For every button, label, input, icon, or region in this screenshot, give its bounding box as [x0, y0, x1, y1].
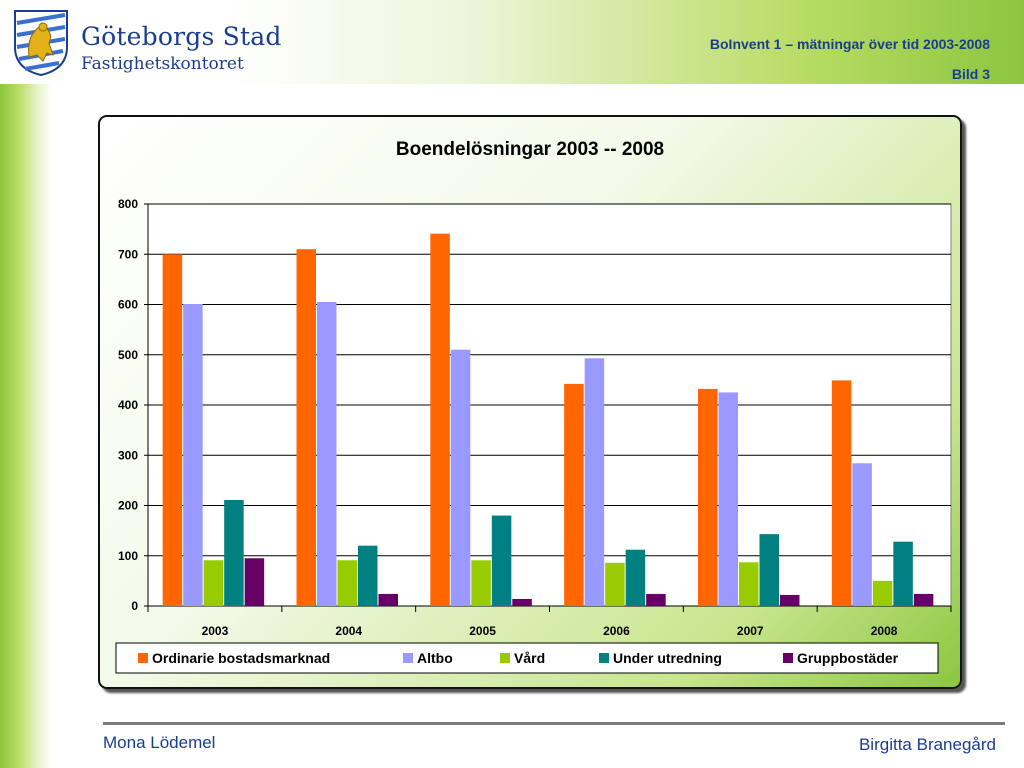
legend-label: Vård	[514, 650, 545, 666]
chart-title: Boendelösningar 2003 -- 2008	[396, 139, 664, 160]
bar-gruppbost-der-2008	[913, 593, 934, 606]
legend-swatch	[599, 653, 609, 663]
bar-gruppbost-der-2004	[378, 593, 398, 606]
legend-swatch	[500, 653, 510, 663]
legend-label: Ordinarie bostadsmarknad	[152, 650, 330, 666]
x-tick-label: 2005	[469, 624, 496, 638]
bar-v-rd-2004	[337, 560, 357, 606]
bar-v-rd-2008	[872, 580, 893, 606]
bar-altbo-2007	[718, 392, 738, 606]
y-tick-label: 500	[118, 348, 138, 362]
bar-gruppbost-der-2003	[244, 558, 265, 606]
slide-header-title: BoInvent 1 – mätningar över tid 2003-200…	[709, 36, 990, 52]
y-tick-label: 600	[118, 298, 138, 312]
chart-frame: Boendelösningar 2003 -- 2008 0 100 200 300 40…	[98, 115, 962, 689]
legend-swatch	[783, 653, 793, 663]
legend-box	[115, 642, 939, 674]
org-name: Göteborgs Stad	[81, 22, 282, 51]
slide-number: Bild 3	[951, 66, 990, 82]
footer-divider	[103, 722, 1005, 725]
y-tick-label: 800	[118, 197, 138, 211]
left-accent-band	[0, 84, 52, 768]
bar-ordinarie-bostadsmarknad-2005	[430, 233, 450, 606]
legend-label: Altbo	[417, 650, 453, 666]
bar-ordinarie-bostadsmarknad-2007	[698, 388, 718, 606]
bar-ordinarie-bostadsmarknad-2008	[831, 380, 852, 606]
bar-altbo-2004	[317, 301, 337, 606]
legend-swatch	[138, 653, 148, 663]
bar-gruppbost-der-2006	[646, 593, 666, 606]
bar-v-rd-2003	[203, 560, 224, 606]
org-department: Fastighetskontoret	[81, 54, 244, 74]
bar-ordinarie-bostadsmarknad-2006	[564, 383, 584, 606]
x-tick-label: 2003	[202, 624, 229, 638]
y-tick-label: 700	[118, 247, 138, 261]
bar-gruppbost-der-2005	[512, 598, 532, 606]
legend-label: Under utredning	[613, 650, 722, 666]
bar-v-rd-2007	[739, 562, 759, 606]
legend-swatch	[403, 653, 413, 663]
legend-label: Gruppbostäder	[797, 650, 899, 666]
footer-author-left: Mona Lödemel	[103, 733, 216, 752]
y-tick-label: 300	[118, 448, 138, 462]
bar-under-utredning-2004	[358, 545, 378, 606]
bar-altbo-2003	[183, 303, 203, 606]
header-band	[0, 0, 1024, 84]
x-tick-label: 2004	[335, 624, 362, 638]
y-tick-label: 100	[118, 549, 138, 563]
bar-v-rd-2006	[605, 562, 625, 606]
bar-ordinarie-bostadsmarknad-2004	[296, 249, 316, 606]
bar-under-utredning-2007	[759, 534, 779, 606]
bar-altbo-2005	[450, 349, 471, 606]
x-tick-label: 2006	[603, 624, 630, 638]
y-tick-label: 0	[131, 599, 138, 613]
x-tick-label: 2007	[737, 624, 764, 638]
y-tick-label: 400	[118, 398, 138, 412]
bar-under-utredning-2005	[491, 515, 512, 606]
bar-ordinarie-bostadsmarknad-2003	[162, 254, 183, 606]
y-tick-label: 200	[118, 499, 138, 513]
footer-author-right: Birgitta Branegård	[858, 735, 996, 754]
bar-altbo-2008	[852, 463, 872, 606]
bar-under-utredning-2006	[625, 549, 646, 606]
bar-under-utredning-2003	[224, 499, 244, 606]
city-crest-icon	[14, 10, 68, 77]
bar-v-rd-2005	[471, 560, 491, 606]
x-tick-label: 2008	[871, 624, 898, 638]
bar-altbo-2006	[584, 358, 605, 606]
bar-gruppbost-der-2007	[780, 594, 800, 606]
bar-under-utredning-2008	[893, 541, 913, 606]
chart: Boendelösningar 2003 -- 2008 0 100 200 300 40…	[115, 139, 952, 674]
